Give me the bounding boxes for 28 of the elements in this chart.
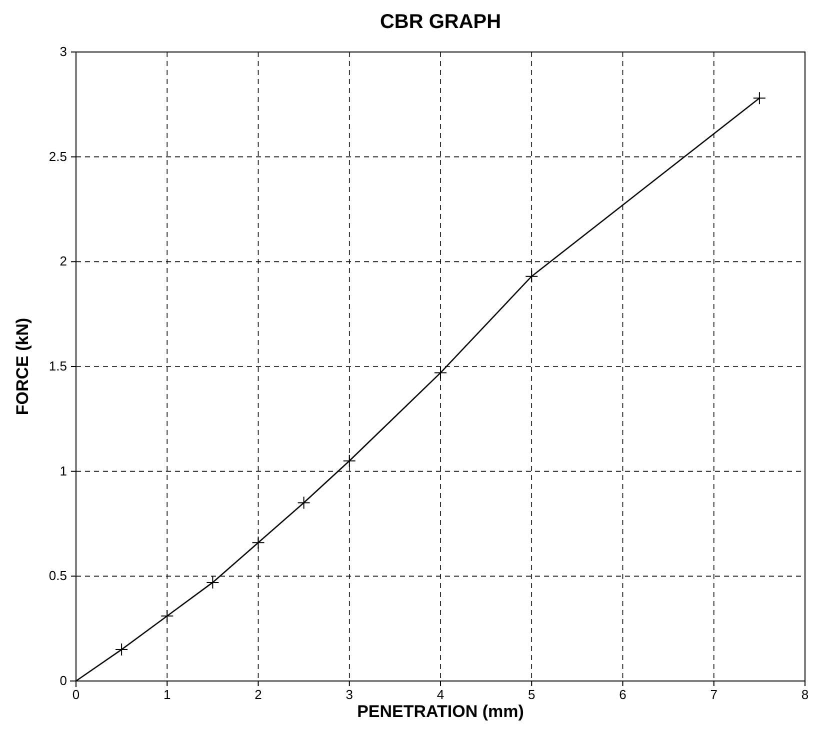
y-tick-label: 3 [60, 44, 67, 59]
point [206, 576, 220, 589]
point [434, 366, 447, 380]
point [252, 536, 265, 550]
x-tick-label: 1 [164, 687, 171, 702]
point [342, 454, 356, 468]
x-axis-title: PENETRATION (mm) [357, 702, 524, 721]
y-tick-label: 2.5 [48, 148, 67, 164]
point [297, 496, 310, 510]
x-tick-label: 8 [801, 687, 809, 702]
x-tick-label: 3 [346, 687, 353, 702]
x-tick-label: 2 [254, 687, 262, 702]
y-axis-title: FORCE (kN) [13, 318, 32, 416]
x-tick-label: 0 [72, 687, 80, 702]
x-tick-label: 7 [710, 687, 718, 702]
x-tick-label: 6 [619, 687, 626, 702]
y-tick-label: 2 [60, 254, 67, 269]
point [160, 610, 174, 623]
y-tick-label: 0 [60, 673, 67, 688]
x-tick-label: 5 [528, 687, 536, 702]
y-tick-label: 1 [60, 463, 67, 478]
y-tick-label: 0.5 [48, 568, 67, 584]
point [752, 92, 766, 105]
y-tick-label: 1.5 [48, 358, 67, 374]
point [525, 270, 538, 283]
chart-title: CBR GRAPH [380, 11, 502, 33]
point [115, 643, 128, 656]
x-tick-label: 4 [436, 687, 444, 702]
